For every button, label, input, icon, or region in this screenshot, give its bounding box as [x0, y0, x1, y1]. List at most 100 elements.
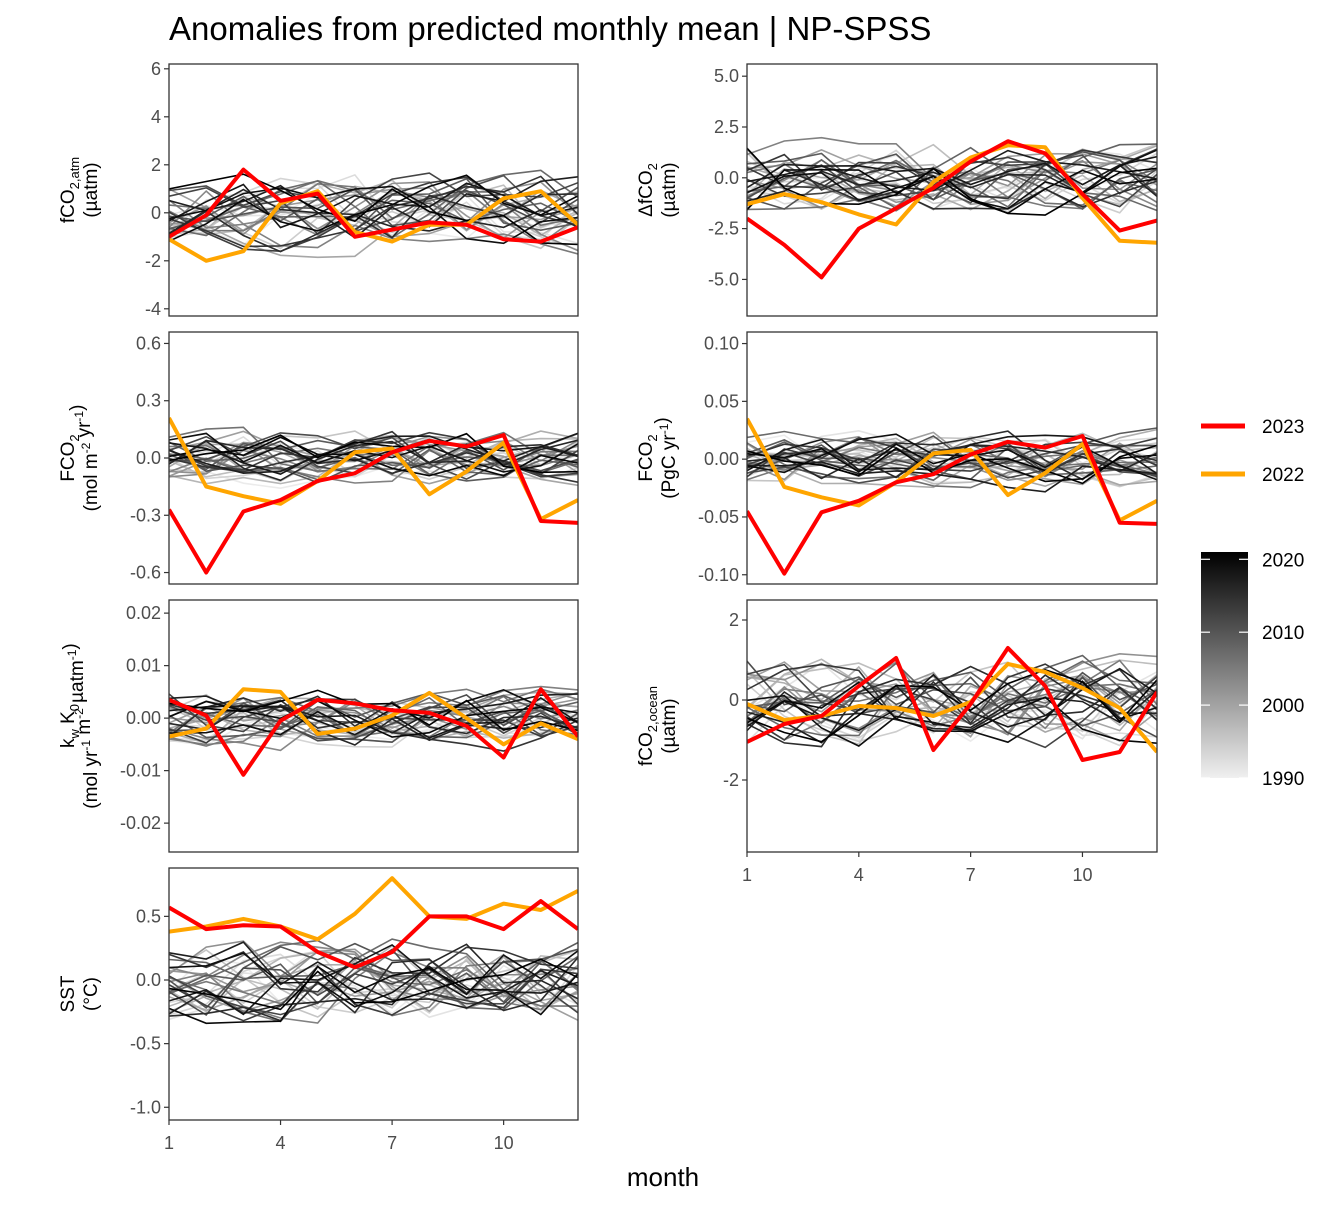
year-line-2012	[747, 663, 1157, 749]
chart-title: Anomalies from predicted monthly mean | …	[169, 10, 931, 47]
year-line-2000	[169, 188, 578, 238]
y-tick-label: 0	[151, 203, 161, 223]
year-line-1993	[169, 714, 578, 748]
year-line-2018	[169, 943, 578, 1016]
background-years	[169, 426, 578, 490]
colorbar-tick-label: 1990	[1262, 769, 1304, 790]
year-line-2014	[747, 663, 1157, 725]
y-tick-label: -5.0	[708, 269, 739, 289]
y-tick-label: 0.02	[126, 603, 161, 623]
x-tick-label: 1	[164, 1133, 174, 1153]
y-tick-label: 0.10	[704, 334, 739, 354]
background-years	[169, 938, 578, 1025]
series-line-2022	[169, 416, 578, 522]
year-line-2000	[747, 661, 1157, 743]
panel-frame	[168, 63, 579, 317]
series-line-2022	[747, 143, 1157, 245]
colorbar-tick-label: 2020	[1262, 550, 1304, 571]
series-line-2023	[747, 646, 1157, 762]
y-tick-label: 0	[729, 690, 739, 710]
year-line-2020	[169, 174, 578, 243]
year-line-2016	[169, 188, 578, 235]
year-line-2020	[169, 700, 578, 738]
panel-frame	[168, 867, 579, 1121]
year-line-2020	[169, 965, 578, 1025]
y-tick-label: -2	[723, 770, 739, 790]
legend-label-2022: 2022	[1262, 465, 1304, 486]
x-tick-label: 10	[1072, 865, 1092, 885]
y-tick-label: 2	[151, 155, 161, 175]
y-tick-label: 0.0	[136, 970, 161, 990]
year-line-2017	[747, 461, 1157, 493]
series-line-2023	[747, 139, 1157, 280]
x-tick-label: 4	[854, 865, 864, 885]
year-line-2009	[169, 941, 578, 1005]
y-tick-label: 0.0	[714, 168, 739, 188]
year-line-1999	[169, 189, 578, 259]
y-tick-label: 0.0	[136, 448, 161, 468]
y-axis-title: kw K0(mol yr-1 m-2 µatm-1)	[58, 643, 102, 808]
year-line-2019	[169, 950, 578, 1008]
y-axis-title: SST (°C)	[58, 975, 102, 1012]
y-axis-title: ΔfCO2(µatm)	[636, 162, 680, 217]
y-axis-title: FCO2(PgC yr-1)	[636, 417, 680, 498]
y-tick-label: -4	[145, 299, 161, 319]
background-years	[169, 685, 578, 752]
year-line-2010	[169, 174, 578, 227]
series-line-2022	[747, 417, 1157, 523]
panel-sst: 0.5 0.0 -0.5 -1.01 4 7 10 SST (°C)	[58, 867, 579, 1153]
series-line-2023	[747, 434, 1157, 576]
panel-fco2-flux-area: 0.6 0.3 0.0 -0.3 -0.6 FCO2(mol m-2 yr-1)	[58, 331, 579, 585]
year-colorbar	[1201, 552, 1248, 778]
year-line-2015	[169, 956, 578, 1022]
colorbar-tick-label: 2000	[1262, 696, 1304, 717]
year-line-2014	[747, 149, 1157, 200]
year-line-2007	[169, 696, 578, 737]
year-line-2006	[169, 426, 578, 473]
y-tick-label: -0.05	[698, 507, 739, 527]
y-tick-label: 4	[151, 107, 161, 127]
series-line-2023	[169, 433, 578, 575]
year-line-2002	[169, 181, 578, 236]
panel-frame	[746, 331, 1158, 585]
series-line-2023	[169, 899, 578, 970]
year-line-2015	[747, 665, 1157, 748]
y-tick-label: 2	[729, 610, 739, 630]
year-line-2007	[747, 660, 1157, 737]
year-line-2018	[169, 696, 578, 739]
y-tick-label: -0.5	[130, 1034, 161, 1054]
year-line-2021	[747, 668, 1157, 743]
year-line-2014	[169, 175, 578, 248]
panel-fco2-flux-total: 0.10 0.05 0.00 -0.05 -0.10 FCO2(PgC yr-1)	[636, 331, 1158, 585]
y-tick-label: -0.10	[698, 565, 739, 585]
panel-frame	[168, 599, 579, 853]
year-line-2013	[747, 437, 1157, 478]
year-line-2011	[169, 693, 578, 742]
y-tick-label: 0.5	[136, 906, 161, 926]
y-axis-title: fCO2,atm(µatm)	[58, 157, 102, 223]
panel-frame	[746, 63, 1158, 317]
panel-fco2-ocean: 2 0 -2 1 4 7 10 fCO2,ocean(µatm)	[636, 599, 1158, 885]
colorbar-tick-label: 2010	[1262, 623, 1304, 644]
year-line-2020	[747, 681, 1157, 744]
y-axis-title: FCO2(mol m-2 yr-1)	[58, 405, 102, 512]
year-line-2020	[747, 443, 1157, 483]
year-line-2019	[169, 432, 578, 473]
y-tick-label: -0.01	[120, 761, 161, 781]
y-tick-label: -1.0	[130, 1097, 161, 1117]
year-line-2007	[169, 938, 578, 995]
year-line-2012	[169, 960, 578, 1016]
year-line-2021	[169, 958, 578, 1011]
panel-delta-fco2: 5.0 2.5 0.0 -2.5 -5.0 ΔfCO2(µatm)	[636, 63, 1158, 317]
background-years	[747, 652, 1157, 749]
year-line-2009	[747, 427, 1157, 481]
year-line-2018	[747, 434, 1157, 475]
year-line-2015	[169, 193, 578, 253]
year-line-2019	[169, 688, 578, 736]
x-tick-label: 10	[494, 1133, 514, 1153]
year-line-2017	[169, 941, 578, 1009]
legend-label-2023: 2023	[1262, 417, 1304, 438]
x-tick-label: 7	[387, 1133, 397, 1153]
year-line-2021	[169, 689, 578, 732]
y-tick-label: 2.5	[714, 117, 739, 137]
